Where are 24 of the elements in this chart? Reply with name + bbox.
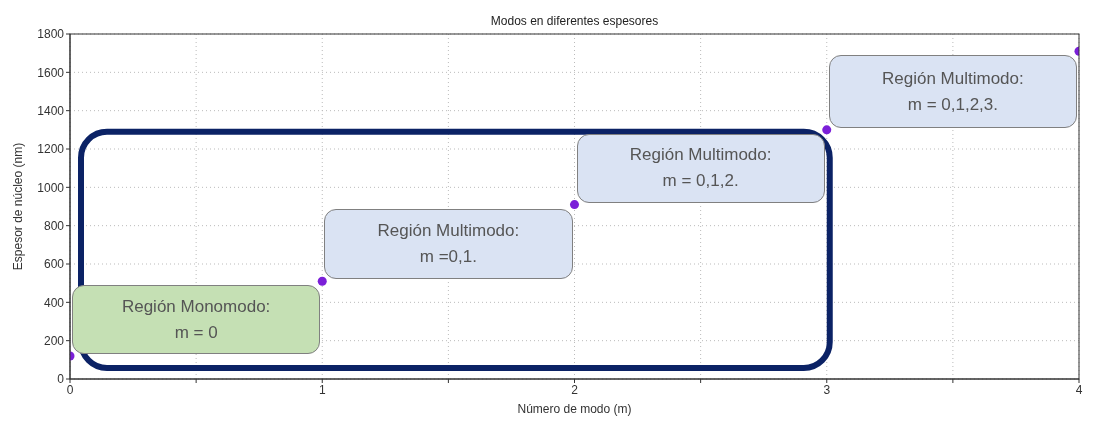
y-tick-label: 1200 [37, 142, 65, 157]
chart-title: Modos en diferentes espesores [489, 14, 660, 28]
y-tick-label: 400 [43, 295, 65, 310]
callout-box: Región Multimodo: m =0,1. [324, 208, 573, 280]
y-tick-label: 1000 [37, 180, 65, 195]
callout-box: Región Multimodo: m = 0,1,2,3. [828, 55, 1077, 128]
x-tick-label: 3 [823, 382, 831, 397]
x-axis-title: Número de modo (m) [517, 402, 632, 416]
x-tick-label: 2 [571, 382, 579, 397]
callout-box: Región Monomodo: m = 0 [72, 285, 321, 354]
y-tick-label: 1400 [37, 103, 65, 118]
y-tick-label: 600 [43, 257, 65, 272]
x-tick-label: 1 [318, 382, 326, 397]
x-tick-label: 4 [1075, 382, 1083, 397]
point [317, 276, 327, 286]
y-tick-label: 0 [57, 372, 65, 387]
y-tick-label: 200 [43, 333, 65, 348]
y-tick-label: 1600 [37, 65, 65, 80]
point [822, 125, 832, 135]
y-axis-title: Espesor de núcleo (nm) [11, 142, 26, 271]
y-tick-label: 800 [43, 218, 65, 233]
y-tick-label: 1800 [37, 27, 65, 42]
callout-box: Región Multimodo: m = 0,1,2. [576, 133, 825, 203]
point [569, 200, 580, 210]
